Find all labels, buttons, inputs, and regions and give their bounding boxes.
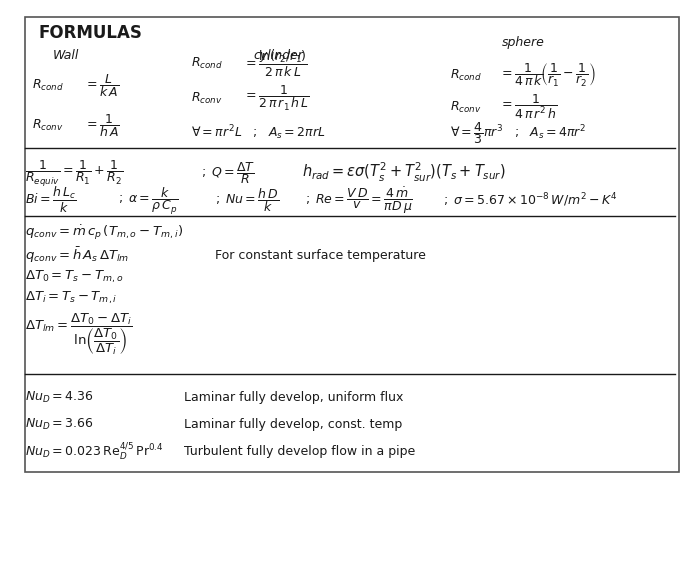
Text: $R_{cond}$: $R_{cond}$ [191,56,223,72]
Text: $R_{conv}$: $R_{conv}$ [450,100,482,115]
Text: $Nu_D = 0.023\,\mathrm{Re}_D^{4/5}\,\mathrm{Pr}^{0.4}$: $Nu_D = 0.023\,\mathrm{Re}_D^{4/5}\,\mat… [25,441,164,462]
Text: $;\; \sigma = 5.67\times10^{-8}\,W/m^2 - K^4$: $;\; \sigma = 5.67\times10^{-8}\,W/m^2 -… [443,191,618,209]
Text: $h_{rad} = \varepsilon\sigma(T_s^2 + T_{sur}^2)(T_s + T_{sur})$: $h_{rad} = \varepsilon\sigma(T_s^2 + T_{… [302,161,505,184]
Text: $q_{conv} = \dot{m}\,c_p\,(T_{m,o} - T_{m,i})$: $q_{conv} = \dot{m}\,c_p\,(T_{m,o} - T_{… [25,223,183,242]
Text: cylinder: cylinder [253,49,303,62]
Text: $\Delta T_0 = T_s - T_{m,o}$: $\Delta T_0 = T_s - T_{m,o}$ [25,269,123,285]
Text: $R_{cond}$: $R_{cond}$ [32,78,64,93]
Text: For constant surface temperature: For constant surface temperature [215,249,426,262]
Text: $Bi = \dfrac{h\,L_c}{k}$: $Bi = \dfrac{h\,L_c}{k}$ [25,185,76,215]
Text: $= \dfrac{\ln(r_2/r_1)}{2\,\pi\,k\,L}$: $= \dfrac{\ln(r_2/r_1)}{2\,\pi\,k\,L}$ [243,49,307,79]
Text: FORMULAS: FORMULAS [38,24,143,42]
Text: $;\; Q = \dfrac{\Delta T}{R}$: $;\; Q = \dfrac{\Delta T}{R}$ [202,160,256,186]
Text: $= \dfrac{1}{4\,\pi\,k}\!\left(\dfrac{1}{r_1} - \dfrac{1}{r_2}\right)$: $= \dfrac{1}{4\,\pi\,k}\!\left(\dfrac{1}… [498,62,595,89]
Text: $= \dfrac{1}{4\,\pi\,r^2\,h}$: $= \dfrac{1}{4\,\pi\,r^2\,h}$ [498,93,557,122]
Text: $R_{conv}$: $R_{conv}$ [32,118,64,133]
Text: Laminar fully develop, const. temp: Laminar fully develop, const. temp [184,418,402,431]
Text: $= \dfrac{1}{h\,A}$: $= \dfrac{1}{h\,A}$ [84,112,120,139]
Text: $\Delta T_i = T_s - T_{m,i}$: $\Delta T_i = T_s - T_{m,i}$ [25,290,117,306]
Text: $\dfrac{1}{R_{equiv}} = \dfrac{1}{R_1} + \dfrac{1}{R_2}$: $\dfrac{1}{R_{equiv}} = \dfrac{1}{R_1} +… [25,158,123,188]
Text: $\forall = \dfrac{4}{3}\pi r^3\;$  ;  $\;A_s = 4\pi r^2$: $\forall = \dfrac{4}{3}\pi r^3\;$ ; $\;A… [450,120,587,146]
Text: $= \dfrac{1}{2\,\pi\,r_1\,h\,L}$: $= \dfrac{1}{2\,\pi\,r_1\,h\,L}$ [243,84,309,113]
Text: $q_{conv} = \bar{h}\,A_s\,\Delta T_{lm}$: $q_{conv} = \bar{h}\,A_s\,\Delta T_{lm}$ [25,246,129,265]
Text: $;\; Nu = \dfrac{h\,D}{k}$: $;\; Nu = \dfrac{h\,D}{k}$ [215,186,279,214]
Text: Laminar fully develop, uniform flux: Laminar fully develop, uniform flux [184,391,403,404]
Text: $Nu_D = 3.66$: $Nu_D = 3.66$ [25,417,94,432]
Text: $R_{conv}$: $R_{conv}$ [191,91,223,106]
Text: $;\; Re = \dfrac{V\,D}{v} = \dfrac{4\,\dot{m}}{\pi D\,\mu}$: $;\; Re = \dfrac{V\,D}{v} = \dfrac{4\,\d… [305,185,413,215]
Text: $\forall = \pi r^2 L\;$  ;  $\;A_s = 2\pi r L$: $\forall = \pi r^2 L\;$ ; $\;A_s = 2\pi … [191,123,326,142]
Text: Wall: Wall [52,49,79,62]
Text: $\Delta T_{lm} = \dfrac{\Delta T_0 - \Delta T_i}{\ln\!\left(\dfrac{\Delta T_0}{\: $\Delta T_{lm} = \dfrac{\Delta T_0 - \De… [25,311,132,357]
Text: sphere: sphere [502,36,545,49]
Text: $R_{cond}$: $R_{cond}$ [450,68,482,83]
Text: Turbulent fully develop flow in a pipe: Turbulent fully develop flow in a pipe [184,445,415,457]
Text: $Nu_D = 4.36$: $Nu_D = 4.36$ [25,389,94,404]
Text: $;\; \alpha = \dfrac{k}{\rho\,C_p}$: $;\; \alpha = \dfrac{k}{\rho\,C_p}$ [118,185,178,216]
Text: $= \dfrac{L}{k\,A}$: $= \dfrac{L}{k\,A}$ [84,72,119,99]
